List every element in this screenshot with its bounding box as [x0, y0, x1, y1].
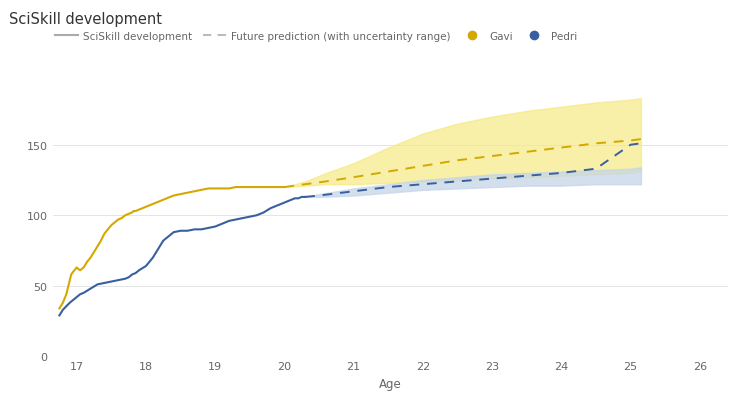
Text: SciSkill development: SciSkill development	[9, 12, 162, 27]
X-axis label: Age: Age	[379, 377, 401, 390]
Legend: SciSkill development, Future prediction (with uncertainty range), Gavi, Pedri: SciSkill development, Future prediction …	[51, 28, 581, 46]
